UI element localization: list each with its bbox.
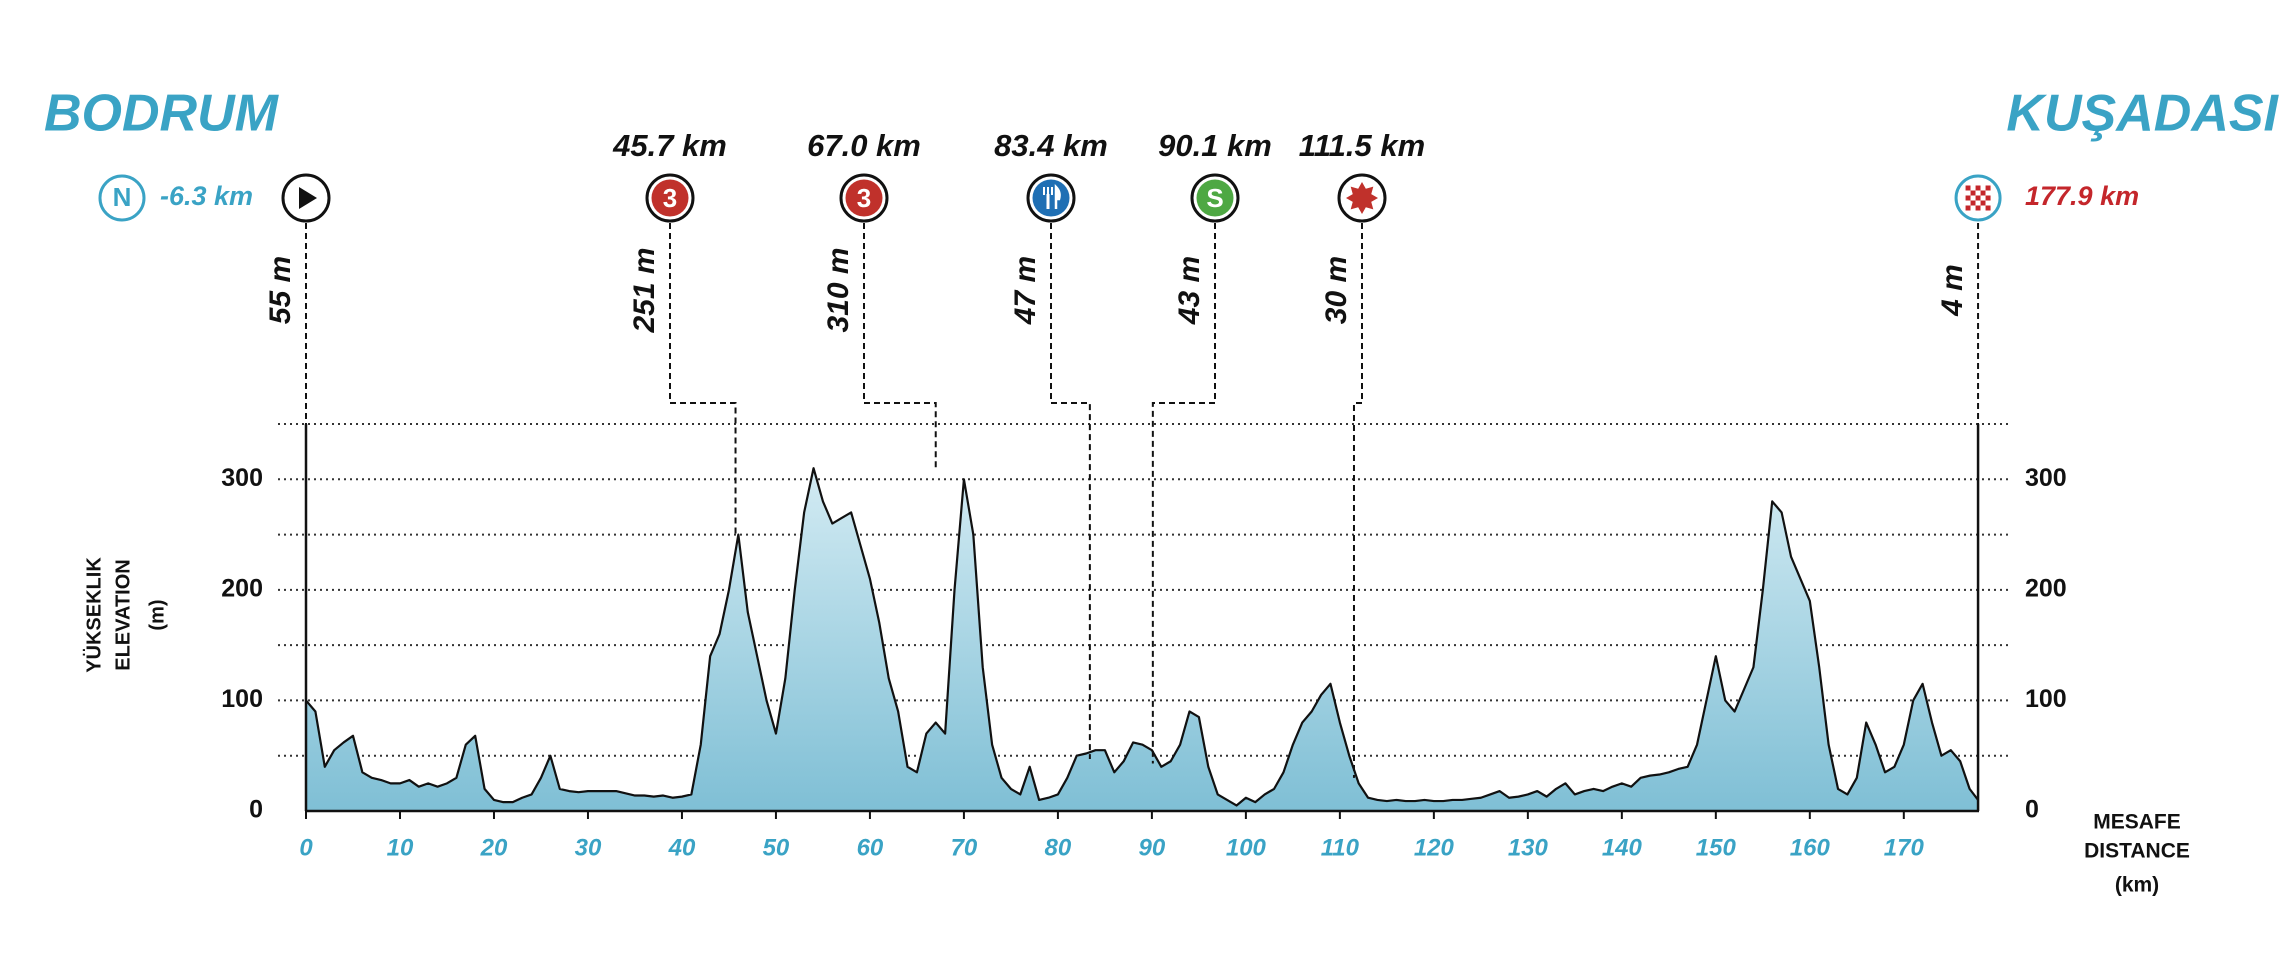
checker bbox=[1970, 205, 1976, 211]
elevation-label: 251 m bbox=[628, 247, 661, 333]
elevation-label: 55 m bbox=[264, 256, 297, 324]
marker-icon: 3 bbox=[645, 173, 695, 223]
x-axis-title: DISTANCE bbox=[2084, 840, 2190, 863]
marker-icon bbox=[1337, 173, 1387, 223]
elevation-line bbox=[305, 467, 1979, 807]
checker bbox=[1975, 185, 1981, 191]
checker bbox=[1965, 195, 1971, 201]
elevation-label: 30 m bbox=[1320, 256, 1353, 324]
marker-dash bbox=[1050, 223, 1091, 760]
checker bbox=[1985, 185, 1991, 191]
marker-icon bbox=[1026, 173, 1076, 223]
marker-km: 111.5 km bbox=[1299, 128, 1425, 163]
x-tick-label: 50 bbox=[763, 834, 790, 861]
checker bbox=[1975, 195, 1981, 201]
elevation-label: 43 m bbox=[1173, 256, 1206, 325]
icon-text: S bbox=[1206, 183, 1223, 213]
checker bbox=[1975, 205, 1981, 211]
checker bbox=[1985, 190, 1991, 196]
x-tick-label: 100 bbox=[1226, 834, 1267, 861]
checker bbox=[1985, 200, 1991, 206]
marker-km: 90.1 km bbox=[1158, 128, 1272, 163]
y-tick-label: 200 bbox=[221, 574, 263, 602]
y-tick-label-right: 200 bbox=[2025, 574, 2067, 602]
x-tick-label: 70 bbox=[951, 834, 978, 861]
finish-km: 177.9 km bbox=[2025, 181, 2139, 211]
y-tick-label-right: 0 bbox=[2025, 796, 2039, 824]
checker bbox=[1970, 190, 1976, 196]
y-axis-title: ELEVATION bbox=[112, 559, 134, 670]
start-icon bbox=[281, 173, 331, 223]
x-tick-label: 140 bbox=[1602, 834, 1643, 861]
marker-km: 45.7 km bbox=[612, 128, 727, 163]
checker bbox=[1985, 205, 1991, 211]
checker bbox=[1970, 185, 1976, 191]
marker-km: 67.0 km bbox=[807, 128, 921, 163]
icon-fill bbox=[651, 179, 689, 217]
y-tick-label: 0 bbox=[249, 796, 263, 824]
checker bbox=[1980, 195, 1986, 201]
checker bbox=[1965, 205, 1971, 211]
x-tick-label: 90 bbox=[1139, 834, 1166, 861]
x-tick-label: 10 bbox=[387, 834, 414, 861]
x-tick-label: 130 bbox=[1508, 834, 1549, 861]
marker-dash bbox=[1352, 223, 1363, 778]
y-tick-label-right: 300 bbox=[2025, 464, 2067, 492]
x-axis-title: (km) bbox=[2115, 874, 2159, 897]
x-tick-label: 160 bbox=[1790, 834, 1831, 861]
checker bbox=[1975, 190, 1981, 196]
neutral-km: -6.3 km bbox=[160, 181, 253, 211]
marker-icon: 3 bbox=[839, 173, 889, 223]
checker bbox=[1975, 200, 1981, 206]
finish-city: KUŞADASI bbox=[2006, 85, 2279, 143]
icon-fill bbox=[845, 179, 883, 217]
x-axis-title: MESAFE bbox=[2093, 811, 2181, 834]
checker bbox=[1980, 205, 1986, 211]
elevation-label: 47 m bbox=[1009, 256, 1042, 325]
elevation-label: 310 m bbox=[822, 247, 855, 332]
x-tick-label: 60 bbox=[857, 834, 884, 861]
play bbox=[299, 187, 317, 209]
icon-fill bbox=[1032, 179, 1070, 217]
marker-dash bbox=[863, 223, 937, 469]
start-city: BODRUM bbox=[44, 85, 280, 143]
x-tick-label: 120 bbox=[1414, 834, 1455, 861]
area-fill bbox=[306, 468, 1979, 811]
x-tick-label: 110 bbox=[1321, 834, 1360, 861]
checker bbox=[1985, 195, 1991, 201]
y-axis-title: (m) bbox=[146, 599, 168, 630]
x-tick-label: 80 bbox=[1045, 834, 1072, 861]
checker bbox=[1970, 195, 1976, 201]
neutral-icon-text: N bbox=[113, 182, 132, 212]
marker-km: 83.4 km bbox=[994, 128, 1108, 163]
x-tick-label: 170 bbox=[1884, 834, 1925, 861]
checker bbox=[1980, 200, 1986, 206]
marker-dash bbox=[669, 223, 737, 534]
icon-text: 3 bbox=[663, 183, 677, 213]
y-tick-label: 100 bbox=[221, 685, 263, 713]
icon-fill bbox=[1196, 179, 1234, 217]
checker bbox=[1965, 190, 1971, 196]
x-tick-label: 40 bbox=[668, 834, 696, 861]
marker-dash bbox=[1151, 223, 1216, 764]
icon-text: 3 bbox=[857, 183, 871, 213]
starburst bbox=[1346, 182, 1378, 214]
checker bbox=[1980, 185, 1986, 191]
marker-icon: S bbox=[1190, 173, 1240, 223]
knife bbox=[1054, 183, 1061, 209]
x-tick-label: 20 bbox=[480, 834, 508, 861]
checker bbox=[1970, 200, 1976, 206]
x-tick-label: 0 bbox=[299, 834, 313, 861]
y-tick-label: 300 bbox=[221, 464, 263, 492]
y-axis-title: YÜKSEKLIK bbox=[82, 557, 105, 673]
elevation-label: 4 m bbox=[1936, 264, 1969, 317]
checker bbox=[1965, 185, 1971, 191]
neutral-icon bbox=[98, 174, 146, 222]
x-tick-label: 150 bbox=[1696, 834, 1737, 861]
x-tick-label: 30 bbox=[575, 834, 602, 861]
checker bbox=[1965, 200, 1971, 206]
checker bbox=[1980, 190, 1986, 196]
y-tick-label-right: 100 bbox=[2025, 685, 2067, 713]
